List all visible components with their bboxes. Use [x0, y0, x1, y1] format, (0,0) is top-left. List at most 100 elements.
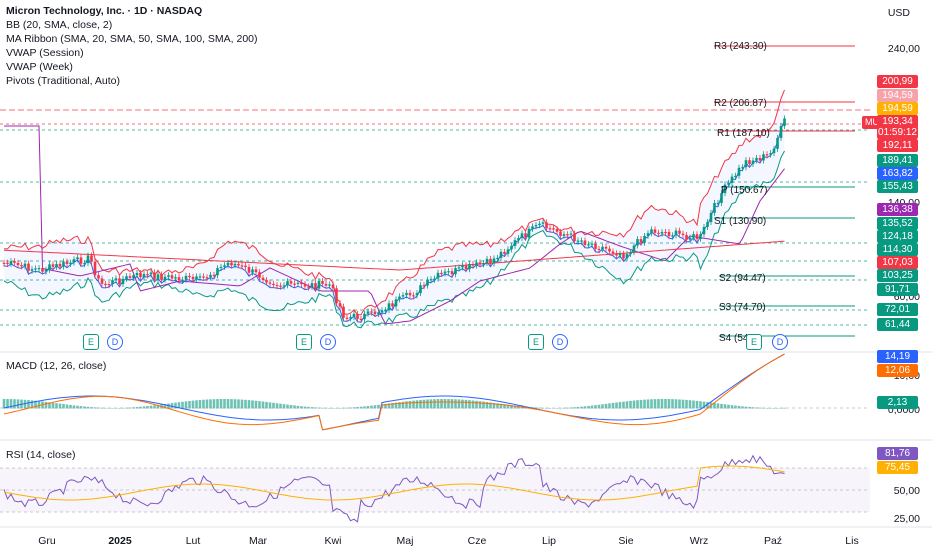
- candle: [727, 182, 730, 185]
- candle: [415, 293, 419, 296]
- candle: [531, 226, 534, 229]
- candle: [303, 284, 307, 287]
- macd-histogram-bar: [454, 399, 457, 409]
- macd-histogram-bar: [457, 399, 461, 409]
- macd-histogram-bar: [580, 406, 583, 409]
- macd-histogram-bar: [664, 399, 667, 409]
- macd-histogram-bar: [426, 399, 429, 409]
- candle: [412, 295, 415, 297]
- candle: [72, 259, 76, 263]
- candle: [559, 231, 562, 236]
- currency-label[interactable]: USD: [887, 7, 910, 19]
- macd-histogram-bar: [79, 406, 83, 409]
- macd-histogram-bar: [293, 405, 296, 409]
- macd-histogram-bar: [415, 400, 419, 409]
- candle: [370, 311, 373, 313]
- candle: [100, 278, 104, 284]
- dividend-marker[interactable]: D: [772, 334, 788, 350]
- macd-histogram-bar: [468, 400, 471, 409]
- price-tag: 72,01: [877, 303, 918, 316]
- legend-vwap-week[interactable]: VWAP (Week): [6, 61, 73, 73]
- macd-histogram-bar: [51, 402, 55, 409]
- macd-histogram-bar: [685, 399, 688, 409]
- macd-histogram-bar: [149, 405, 153, 409]
- candle: [170, 275, 174, 279]
- macd-histogram-bar: [643, 399, 646, 409]
- macd-histogram-bar: [128, 407, 132, 409]
- candle: [27, 263, 30, 271]
- candle: [681, 233, 685, 236]
- candle: [401, 295, 405, 297]
- macd-histogram-bar: [233, 399, 237, 409]
- candle: [699, 234, 702, 239]
- macd-histogram-bar: [548, 407, 552, 409]
- candle: [289, 281, 293, 284]
- macd-histogram-bar: [76, 405, 79, 409]
- candle: [380, 310, 384, 313]
- chart-title[interactable]: Micron Technology, Inc. · 1D · NASDAQ: [6, 5, 203, 17]
- candle: [632, 245, 636, 253]
- time-label: Mar: [248, 535, 268, 547]
- candle: [433, 278, 436, 280]
- macd-histogram-bar: [436, 399, 440, 409]
- legend-ma-ribbon[interactable]: MA Ribbon (SMA, 20, SMA, 50, SMA, 100, S…: [6, 33, 258, 45]
- macd-histogram-bar: [583, 406, 587, 409]
- time-label: Paź: [763, 535, 783, 547]
- candle: [678, 230, 681, 234]
- candle: [713, 202, 716, 213]
- legend-pivots[interactable]: Pivots (Traditional, Auto): [6, 75, 120, 87]
- macd-histogram-bar: [678, 399, 681, 409]
- earnings-marker[interactable]: E: [528, 334, 544, 350]
- macd-histogram-bar: [639, 399, 643, 409]
- macd-histogram-bar: [475, 400, 478, 409]
- macd-line-tag: 14,19: [877, 350, 918, 363]
- time-label: Kwi: [324, 535, 342, 547]
- legend-bb[interactable]: BB (20, SMA, close, 2): [6, 19, 113, 31]
- candle: [597, 248, 601, 251]
- macd-title[interactable]: MACD (12, 26, close): [6, 360, 107, 372]
- macd-histogram-bar: [184, 401, 188, 409]
- candle: [209, 274, 212, 278]
- macd-histogram-bar: [384, 403, 387, 409]
- legend-vwap-session[interactable]: VWAP (Session): [6, 47, 84, 59]
- macd-histogram-bar: [695, 400, 699, 409]
- candle: [702, 227, 706, 235]
- candle: [90, 255, 93, 262]
- rsi-ma-tag: 75,45: [877, 461, 918, 474]
- earnings-marker[interactable]: E: [296, 334, 312, 350]
- candle: [443, 271, 447, 274]
- rsi-title[interactable]: RSI (14, close): [6, 449, 76, 461]
- candle: [758, 157, 762, 161]
- candle: [223, 265, 226, 267]
- candle: [69, 262, 72, 265]
- macd-histogram-bar: [9, 399, 13, 409]
- macd-histogram-bar: [247, 400, 251, 409]
- price-tag: 163,82: [877, 167, 918, 180]
- candle: [496, 257, 499, 260]
- candle: [58, 263, 62, 267]
- candle: [366, 311, 370, 314]
- dividend-marker[interactable]: D: [107, 334, 123, 350]
- candle: [146, 274, 149, 276]
- dividend-marker[interactable]: D: [320, 334, 336, 350]
- time-label: Gru: [38, 535, 56, 547]
- macd-histogram-bar: [359, 406, 363, 409]
- macd-histogram-bar: [692, 400, 695, 409]
- earnings-marker[interactable]: E: [83, 334, 99, 350]
- candle: [590, 243, 594, 245]
- dividend-marker[interactable]: D: [552, 334, 568, 350]
- candle: [650, 229, 653, 234]
- candle: [674, 230, 678, 236]
- candle: [293, 283, 296, 285]
- macd-histogram-bar: [471, 400, 475, 409]
- earnings-marker[interactable]: E: [746, 334, 762, 350]
- rsi-ma-line: [3, 465, 785, 501]
- candle: [307, 286, 310, 288]
- candle: [471, 264, 475, 266]
- macd-histogram-bar: [272, 402, 275, 409]
- macd-histogram-bar: [503, 404, 506, 409]
- price-tag: 01:59:12: [877, 126, 918, 139]
- macd-histogram-bar: [667, 399, 671, 409]
- candle: [429, 279, 433, 281]
